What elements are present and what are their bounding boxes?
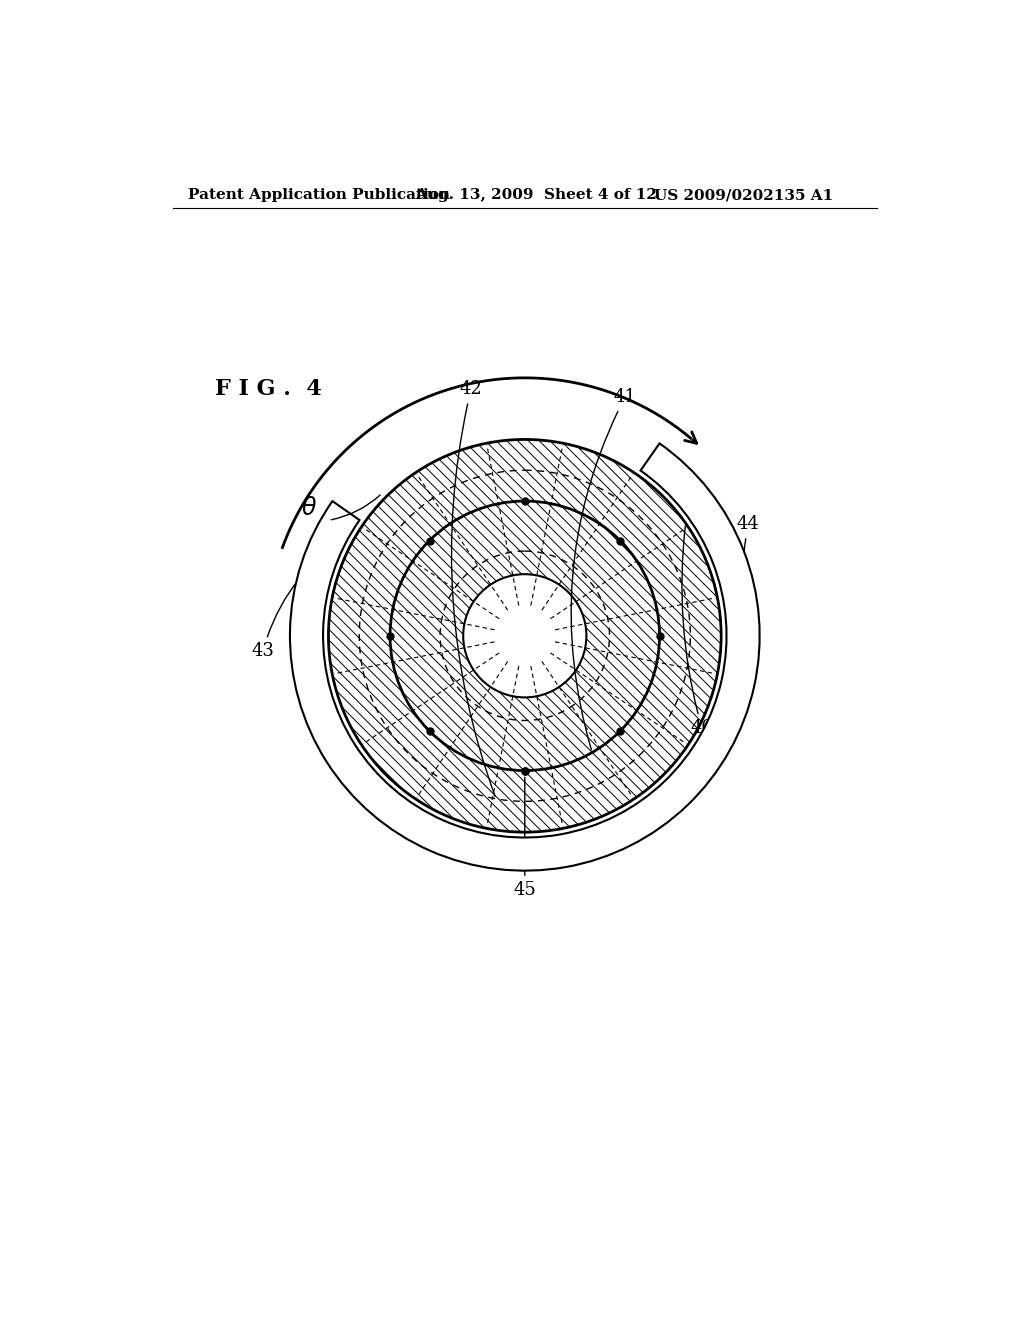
- Wedge shape: [290, 444, 760, 871]
- Circle shape: [463, 574, 587, 697]
- Text: 45: 45: [513, 777, 537, 899]
- Text: 44: 44: [736, 515, 760, 694]
- Text: Patent Application Publication: Patent Application Publication: [188, 189, 451, 202]
- Text: US 2009/0202135 A1: US 2009/0202135 A1: [654, 189, 834, 202]
- Text: $\theta$: $\theta$: [301, 498, 317, 520]
- Text: 42: 42: [452, 380, 495, 796]
- Text: Aug. 13, 2009  Sheet 4 of 12: Aug. 13, 2009 Sheet 4 of 12: [416, 189, 657, 202]
- Text: F I G .  4: F I G . 4: [215, 378, 322, 400]
- Text: 43: 43: [252, 536, 348, 660]
- Text: 40: 40: [682, 525, 714, 737]
- Text: 41: 41: [571, 388, 636, 750]
